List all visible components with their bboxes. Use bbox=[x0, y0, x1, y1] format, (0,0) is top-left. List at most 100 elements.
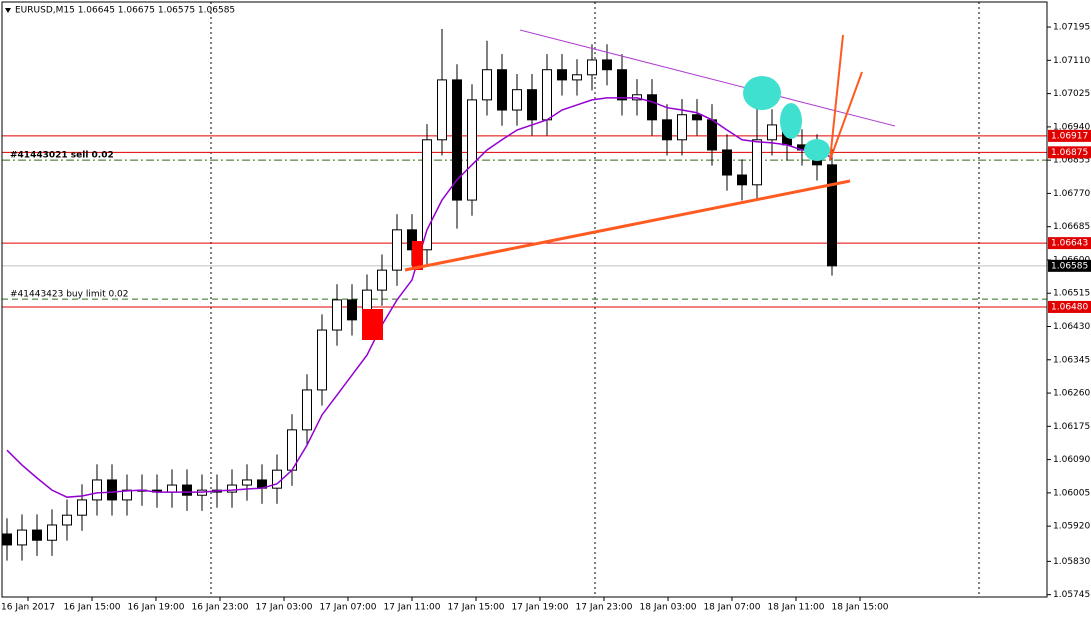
y-tick-label: 1.05830 bbox=[1053, 557, 1090, 567]
x-tick-label: 16 Jan 2017 bbox=[1, 603, 55, 613]
candle-body bbox=[707, 119, 718, 151]
candle-body bbox=[346, 299, 357, 321]
candle-body bbox=[827, 164, 838, 267]
y-tick-label: 1.06515 bbox=[1053, 289, 1090, 299]
candle-body bbox=[451, 79, 462, 201]
x-tick-label: 17 Jan 15:00 bbox=[448, 603, 505, 613]
candle-body bbox=[421, 139, 432, 251]
y-tick-label: 1.06855 bbox=[1053, 156, 1090, 166]
candle-body bbox=[587, 59, 598, 76]
candle-body bbox=[16, 529, 27, 546]
y-tick-label: 1.06940 bbox=[1053, 122, 1090, 132]
y-tick-label: 1.07025 bbox=[1053, 89, 1090, 99]
highlight bbox=[804, 139, 830, 161]
candle-body bbox=[91, 479, 102, 501]
candle-body bbox=[496, 69, 507, 111]
candle-body bbox=[692, 114, 703, 121]
candle-body bbox=[481, 69, 492, 101]
price-box bbox=[1048, 300, 1091, 313]
candle-body bbox=[722, 149, 733, 176]
y-tick-label: 1.05745 bbox=[1053, 590, 1090, 600]
candle-body bbox=[557, 69, 568, 81]
x-tick-label: 18 Jan 07:00 bbox=[703, 603, 760, 613]
candle-body bbox=[31, 529, 42, 541]
candle-body bbox=[436, 79, 447, 141]
candle-body bbox=[511, 89, 522, 111]
price-label: 1.06480 bbox=[1051, 302, 1088, 312]
candle-body bbox=[106, 479, 117, 501]
x-tick-label: 16 Jan 15:00 bbox=[64, 603, 121, 613]
y-tick-label: 1.06430 bbox=[1053, 322, 1090, 332]
y-tick-label: 1.07195 bbox=[1053, 23, 1090, 33]
candle-body bbox=[61, 514, 72, 526]
y-tick-label: 1.05920 bbox=[1053, 522, 1090, 532]
y-tick-label: 1.06770 bbox=[1053, 189, 1090, 199]
x-tick-label: 16 Jan 19:00 bbox=[127, 603, 184, 613]
ray bbox=[829, 71, 863, 161]
title-arrow bbox=[5, 8, 11, 13]
candle-body bbox=[572, 74, 583, 81]
candle-body bbox=[391, 229, 402, 271]
zone-box bbox=[362, 309, 383, 340]
bid-label: 1.06585 bbox=[1051, 261, 1088, 271]
candle-body bbox=[181, 484, 192, 496]
candle-body bbox=[1, 533, 12, 546]
y-tick-label: 1.06090 bbox=[1053, 455, 1090, 465]
chart-title: EURUSD,M15 1.06645 1.06675 1.06575 1.065… bbox=[15, 6, 235, 16]
y-tick-label: 1.06685 bbox=[1053, 222, 1090, 232]
x-tick-label: 17 Jan 03:00 bbox=[256, 603, 313, 613]
y-tick-label: 1.06260 bbox=[1053, 389, 1090, 399]
x-tick-label: 18 Jan 03:00 bbox=[640, 603, 697, 613]
candle-body bbox=[331, 299, 342, 331]
zone-box bbox=[412, 241, 423, 270]
x-tick-label: 17 Jan 23:00 bbox=[576, 603, 633, 613]
price-box bbox=[1048, 237, 1091, 250]
price-box bbox=[1048, 146, 1091, 159]
candle-body bbox=[316, 329, 327, 391]
candle-body bbox=[542, 69, 553, 121]
highlight bbox=[743, 76, 781, 110]
candle-body bbox=[376, 269, 387, 291]
x-tick-label: 17 Jan 11:00 bbox=[384, 603, 441, 613]
ray bbox=[829, 34, 844, 161]
highlight bbox=[780, 103, 802, 139]
candle-body bbox=[662, 119, 673, 141]
x-tick-label: 17 Jan 19:00 bbox=[511, 603, 568, 613]
price-label: 1.06917 bbox=[1051, 131, 1088, 141]
candle-body bbox=[617, 69, 628, 101]
candle-body bbox=[737, 174, 748, 186]
separators bbox=[210, 2, 980, 597]
x-tick-label: 17 Jan 07:00 bbox=[319, 603, 376, 613]
candle-body bbox=[752, 139, 763, 186]
candle-body bbox=[466, 99, 477, 201]
candle-body bbox=[527, 89, 538, 121]
candle-body bbox=[241, 479, 252, 486]
candle-body bbox=[301, 389, 312, 431]
candle-body bbox=[226, 484, 237, 493]
bid-box bbox=[1048, 259, 1091, 272]
candle-body bbox=[166, 484, 177, 493]
price-label: 1.06643 bbox=[1051, 239, 1088, 249]
y-tick-label: 1.06345 bbox=[1053, 355, 1090, 365]
trend-line bbox=[404, 179, 851, 272]
y-tick-label: 1.06005 bbox=[1053, 488, 1090, 498]
x-tick-label: 16 Jan 23:00 bbox=[192, 603, 249, 613]
y-tick-label: 1.06175 bbox=[1053, 422, 1090, 432]
candle-body bbox=[677, 114, 688, 141]
candle-body bbox=[647, 94, 658, 121]
candle-body bbox=[602, 59, 613, 71]
price-box bbox=[1048, 129, 1091, 142]
price-label: 1.06875 bbox=[1051, 148, 1088, 158]
y-tick-label: 1.07110 bbox=[1053, 56, 1090, 66]
order-label: #41443423 buy limit 0.02 bbox=[10, 290, 129, 300]
candle-body bbox=[406, 229, 417, 251]
plot-frame bbox=[1, 1, 1048, 598]
candle-body bbox=[76, 499, 87, 516]
order-label: #41443021 sell 0.02 bbox=[10, 151, 114, 161]
candle-body bbox=[121, 489, 132, 501]
x-tick-label: 18 Jan 15:00 bbox=[832, 603, 889, 613]
drawings bbox=[362, 29, 896, 340]
candle-body bbox=[767, 124, 778, 141]
trend-line bbox=[519, 29, 896, 127]
